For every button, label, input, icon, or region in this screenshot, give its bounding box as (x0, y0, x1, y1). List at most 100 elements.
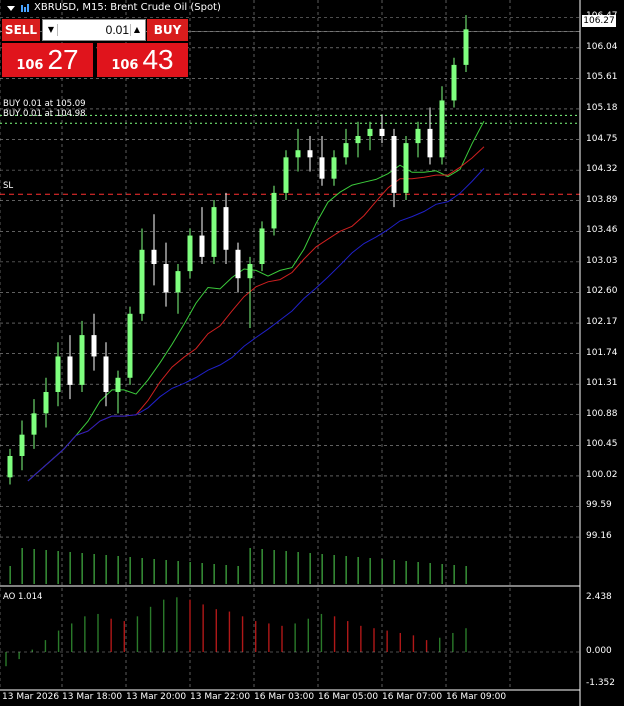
candle-body (295, 150, 301, 158)
volume-bar (429, 563, 431, 584)
lot-increase-icon[interactable]: ▲ (130, 24, 143, 36)
candle-body (235, 249, 241, 279)
candle-body (211, 207, 217, 257)
price-tick-label: 103.03 (586, 255, 618, 266)
sell-price-button[interactable]: 106 27 (2, 43, 93, 77)
buy-price-button[interactable]: 106 43 (97, 43, 188, 77)
candle-body (247, 264, 253, 279)
volume-bar (141, 558, 143, 584)
ma-fast-line (27, 120, 485, 482)
candle-body (259, 228, 265, 264)
volume-bar (273, 550, 275, 584)
indicator-label: AO 1.014 (3, 592, 43, 602)
candle-body (103, 356, 109, 392)
candle-body (403, 143, 409, 193)
buy-price-big: 43 (142, 44, 174, 75)
volume-bar (105, 555, 107, 584)
time-tick-label: 16 Mar 05:00 (318, 692, 379, 702)
price-tick-label: 102.17 (586, 317, 618, 328)
chart-type-icon (20, 3, 30, 13)
moving-averages (27, 120, 485, 482)
candle-body (91, 335, 97, 357)
candle-body (151, 249, 157, 264)
buy-price-small: 106 (111, 58, 139, 73)
volume-bar (81, 553, 83, 584)
arrow-down-icon[interactable] (6, 3, 16, 13)
candle-body (355, 136, 361, 144)
candle-body (19, 434, 25, 456)
price-tick-label: 100.88 (586, 408, 618, 419)
price-tick-label: 99.16 (586, 531, 612, 542)
candle-body (379, 128, 385, 136)
ao-histogram (0, 597, 580, 667)
volume-bar (117, 556, 119, 584)
order-label-buy1[interactable]: BUY 0.01 at 105.09 (3, 99, 86, 109)
candle-body (139, 249, 145, 314)
candle-body (115, 377, 121, 392)
ao-tick-label: 0.000 (586, 646, 612, 656)
candle-body (7, 456, 13, 478)
candle-body (415, 128, 421, 144)
price-tick-label: 101.31 (586, 378, 618, 389)
ma-mid-line (27, 146, 485, 482)
volume-bar (381, 559, 383, 584)
ao-tick-label: 2.438 (586, 592, 612, 602)
candle-body (331, 157, 337, 179)
price-tick-label: 104.75 (586, 133, 618, 144)
sl-label[interactable]: SL (3, 181, 14, 191)
price-tick-label: 100.02 (586, 469, 618, 480)
candle-body (43, 392, 49, 414)
candle-body (283, 157, 289, 193)
time-tick-label: 13 Mar 22:00 (190, 692, 251, 702)
time-tick-label: 13 Mar 2026 (2, 692, 60, 702)
candle-body (463, 29, 469, 65)
candlesticks (7, 15, 469, 485)
candle-body (319, 157, 325, 179)
volume-bar (249, 548, 251, 584)
price-tick-label: 103.46 (586, 225, 618, 236)
buy-button[interactable]: BUY (147, 19, 188, 41)
volume-bar (9, 566, 11, 584)
volume-bar (21, 548, 23, 584)
ma-slow-line (27, 168, 485, 482)
volume-bar (225, 565, 227, 584)
volume-bar (237, 566, 239, 584)
volume-bar (261, 549, 263, 584)
candle-body (55, 356, 61, 392)
sell-price-small: 106 (16, 58, 44, 73)
volume-bar (369, 558, 371, 584)
time-tick-label: 16 Mar 07:00 (382, 692, 443, 702)
price-tick-label: 100.45 (586, 439, 618, 450)
volume-bars (9, 548, 467, 584)
volume-bar (129, 557, 131, 584)
price-tick-label: 105.61 (586, 72, 618, 83)
sell-button[interactable]: SELL (2, 19, 40, 41)
candle-body (439, 100, 445, 158)
volume-bar (393, 560, 395, 584)
lot-decrease-icon[interactable]: ▼ (45, 24, 58, 36)
lot-size-box[interactable]: ▼ ▲ (42, 19, 146, 41)
candle-body (307, 150, 313, 158)
volume-bar (321, 554, 323, 584)
candle-body (175, 271, 181, 293)
volume-bar (201, 563, 203, 584)
ao-tick-label: -1.352 (586, 678, 616, 688)
volume-bar (93, 554, 95, 584)
order-label-buy2[interactable]: BUY 0.01 at 104.98 (3, 109, 86, 119)
price-tick-label: 103.89 (586, 194, 618, 205)
chart-title-text: XBRUSD, M15: Brent Crude Oil (Spot) (34, 2, 221, 13)
price-tick-label: 102.60 (586, 286, 618, 297)
time-tick-label: 13 Mar 18:00 (62, 692, 123, 702)
price-tick-label: 106.04 (586, 41, 618, 52)
candle-body (31, 413, 37, 435)
time-tick-label: 16 Mar 09:00 (446, 692, 507, 702)
candle-body (427, 128, 433, 158)
volume-bar (189, 562, 191, 584)
volume-bar (453, 565, 455, 584)
price-tick-label: 104.32 (586, 164, 618, 175)
volume-bar (405, 561, 407, 584)
volume-bar (441, 564, 443, 584)
volume-bar (465, 566, 467, 584)
lot-size-input[interactable] (59, 22, 129, 38)
